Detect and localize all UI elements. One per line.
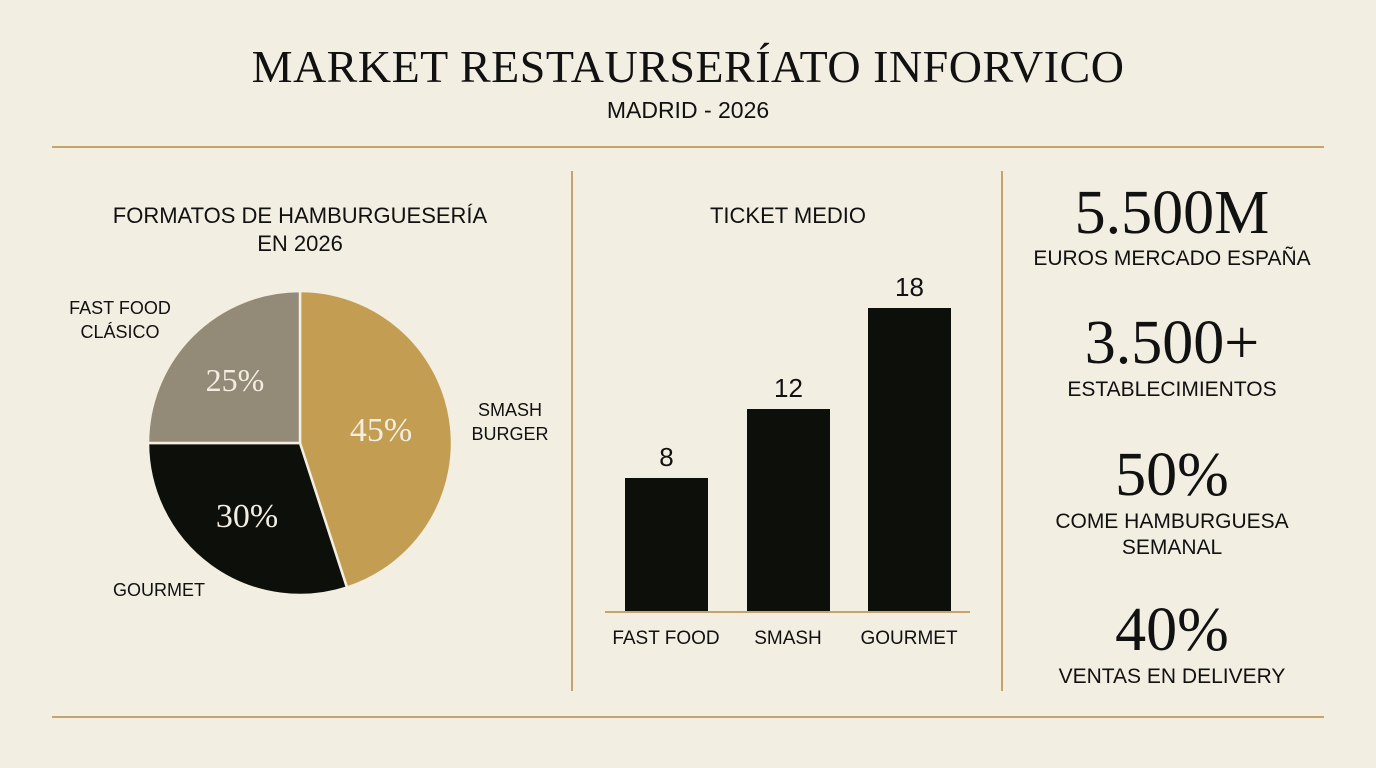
stat-label-establishments: ESTABLECIMIENTOS xyxy=(1067,378,1277,401)
stat-label-market: EUROS MERCADO ESPAÑA xyxy=(1033,247,1311,270)
bottom-divider xyxy=(52,716,1324,718)
stat-value-market: 5.500M xyxy=(1074,179,1270,247)
stat-label-weekly: COME HAMBURGUESA SEMANAL xyxy=(1002,509,1342,561)
top-divider xyxy=(52,146,1324,148)
bar-fast-food xyxy=(625,478,708,612)
pie-label-smash-line2: BURGER xyxy=(471,424,549,444)
page-subtitle: MADRID - 2026 xyxy=(606,97,770,123)
stat-label-delivery: VENTAS EN DELIVERY xyxy=(1058,665,1286,688)
bar-baseline xyxy=(605,611,970,613)
pie-value-smash: 45% xyxy=(349,412,413,449)
divider-right xyxy=(1001,171,1003,691)
pie-label-fast-food-line2: CLÁSICO xyxy=(80,322,160,342)
stat-label-weekly-line2: SEMANAL xyxy=(1121,536,1223,559)
stat-value-establishments: 3.500+ xyxy=(1084,309,1260,377)
bar-category-fast-food: FAST FOOD xyxy=(612,628,720,649)
pie-title-line2: EN 2026 xyxy=(257,231,343,256)
pie-slice-gourmet xyxy=(146,441,349,597)
bar-value-fast-food: 8 xyxy=(659,442,674,472)
bar-value-smash: 12 xyxy=(774,373,803,403)
pie-chart-title: FORMATOS DE HAMBURGUESERÍA EN 2026 xyxy=(40,202,560,258)
divider-left xyxy=(571,171,573,691)
stat-value-delivery: 40% xyxy=(1115,596,1229,664)
pie-label-smash-line1: SMASH xyxy=(477,400,542,420)
bar-chart-title: TICKET MEDIO xyxy=(709,203,867,228)
bar-category-gourmet: GOURMET xyxy=(860,628,958,649)
pie-label-fast-food: FAST FOOD CLÁSICO xyxy=(50,296,190,344)
bar-category-smash: SMASH xyxy=(754,628,822,649)
pie-slice-fast-food xyxy=(146,289,302,445)
pie-value-fast-food: 25% xyxy=(205,362,265,398)
pie-slice-smash xyxy=(298,289,454,590)
bar-value-gourmet: 18 xyxy=(895,272,924,302)
stat-label-weekly-line1: COME HAMBURGUESA xyxy=(1055,510,1289,533)
pie-title-line1: FORMATOS DE HAMBURGUESERÍA xyxy=(112,203,488,228)
stat-value-weekly: 50% xyxy=(1115,441,1229,509)
bar-smash xyxy=(747,409,830,612)
pie-label-fast-food-line1: FAST FOOD xyxy=(69,298,171,318)
page-title: MARKET RESTAURSERÍATO INFORVICO xyxy=(251,41,1125,92)
pie-chart xyxy=(146,289,454,597)
pie-label-gourmet: GOURMET xyxy=(113,580,205,600)
pie-value-gourmet: 30% xyxy=(215,498,279,535)
pie-label-smash: SMASH BURGER xyxy=(460,398,560,446)
bar-gourmet xyxy=(868,308,951,612)
